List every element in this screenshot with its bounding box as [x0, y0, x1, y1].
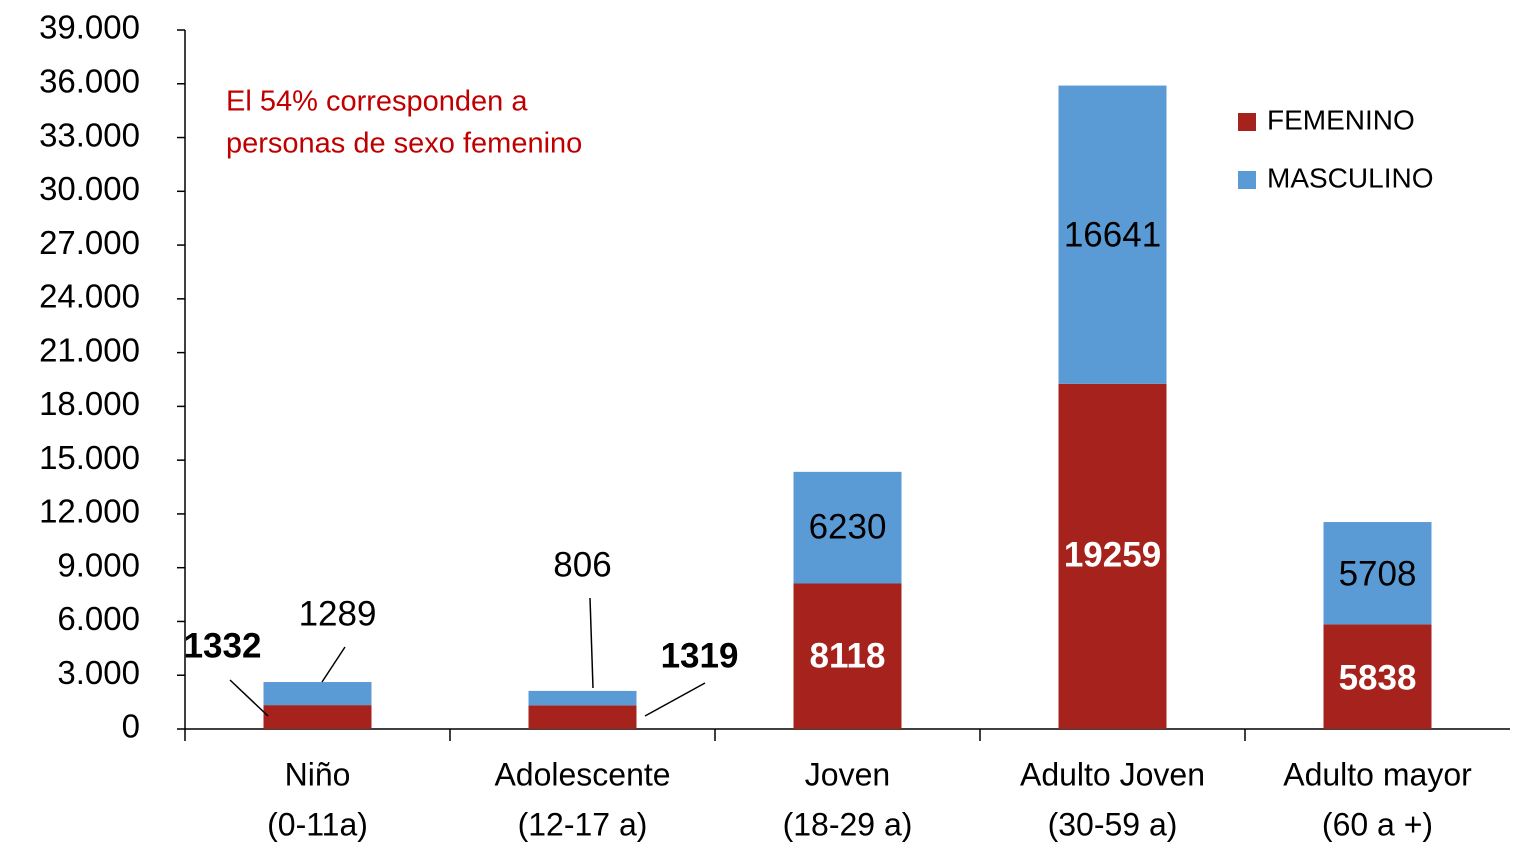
y-tick-label: 27.000 — [39, 224, 140, 261]
x-tick-label: Joven — [805, 756, 890, 792]
value-label: 1319 — [661, 636, 739, 675]
legend-swatch — [1238, 171, 1256, 189]
x-tick-label: (18-29 a) — [783, 806, 913, 842]
leader-line — [229, 679, 269, 717]
x-tick-label: Adulto mayor — [1283, 756, 1472, 792]
value-label: 16641 — [1064, 215, 1161, 254]
value-label: 6230 — [809, 507, 887, 546]
value-label: 1289 — [299, 594, 377, 633]
annotation: El 54% corresponden a — [226, 86, 528, 118]
bar-segment — [263, 682, 372, 706]
y-tick-label: 36.000 — [39, 62, 140, 99]
value-label: 1332 — [184, 626, 262, 665]
y-tick-label: 21.000 — [39, 331, 140, 368]
bar-segment — [1058, 383, 1167, 729]
legend-label: FEMENINO — [1267, 104, 1415, 135]
x-tick-label: Niño — [285, 756, 351, 792]
x-tick-label: Adolescente — [494, 756, 670, 792]
value-label: 806 — [553, 545, 611, 584]
y-tick-label: 12.000 — [39, 493, 140, 530]
bar-segment — [528, 690, 637, 706]
leader-line — [644, 682, 706, 717]
annotation: personas de sexo femenino — [226, 128, 582, 160]
y-tick-label: 18.000 — [39, 385, 140, 422]
legend-swatch — [1238, 113, 1256, 131]
y-tick-label: 15.000 — [39, 439, 140, 476]
y-tick-label: 24.000 — [39, 278, 140, 315]
x-tick-label: (12-17 a) — [518, 806, 648, 842]
bar-segment — [1058, 85, 1167, 384]
bar-segment — [793, 471, 902, 584]
bar-segment — [1323, 522, 1432, 625]
y-tick-label: 0 — [122, 708, 140, 745]
bar-segment — [793, 583, 902, 729]
value-label: 5708 — [1339, 554, 1417, 593]
x-tick-label: Adulto Joven — [1020, 756, 1205, 792]
bar-segment — [528, 705, 637, 729]
bar-segment — [1323, 624, 1432, 729]
y-tick-label: 3.000 — [57, 654, 140, 691]
bar-segment — [263, 705, 372, 729]
x-tick-label: (60 a +) — [1322, 806, 1433, 842]
leader-line — [589, 597, 594, 689]
x-tick-label: (0-11a) — [267, 806, 368, 842]
y-tick-label: 6.000 — [57, 600, 140, 637]
y-tick-label: 39.000 — [39, 9, 140, 46]
value-label: 19259 — [1064, 535, 1161, 574]
legend-label: MASCULINO — [1267, 162, 1433, 193]
x-tick-label: (30-59 a) — [1048, 806, 1178, 842]
y-tick-label: 30.000 — [39, 170, 140, 207]
value-label: 5838 — [1339, 658, 1417, 697]
leader-line — [321, 646, 346, 683]
value-label: 8118 — [810, 636, 886, 675]
y-tick-label: 33.000 — [39, 116, 140, 153]
y-tick-label: 9.000 — [57, 546, 140, 583]
